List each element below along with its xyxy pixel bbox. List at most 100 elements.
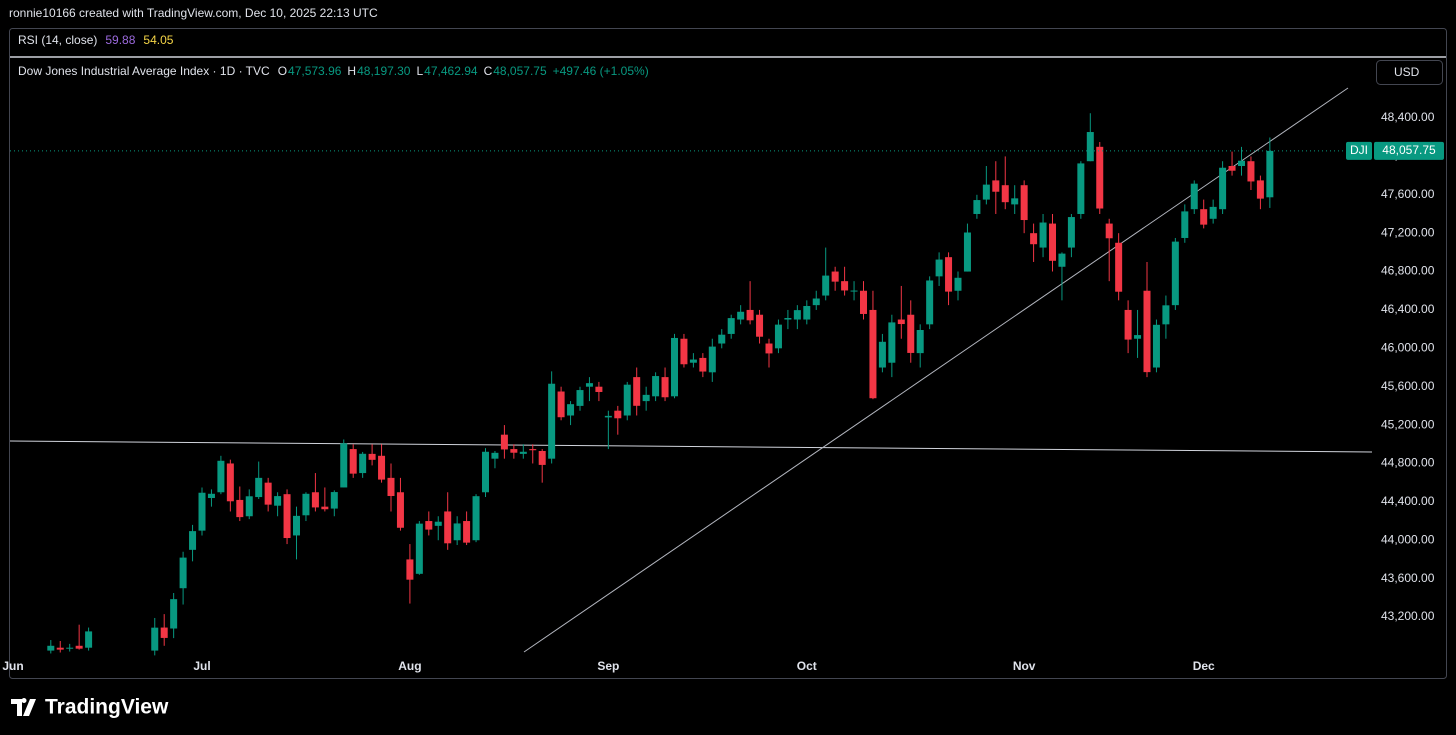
body <box>1096 146 1104 209</box>
legend-value: 47,462.94 <box>424 64 478 78</box>
horizontal-trendline <box>9 440 1373 453</box>
body <box>774 324 782 349</box>
y-tick-label: 45,600.00 <box>1381 379 1435 393</box>
body <box>850 290 858 292</box>
body <box>935 259 943 277</box>
body <box>718 334 726 344</box>
y-tick-label: 44,400.00 <box>1381 494 1435 508</box>
body <box>1181 211 1189 238</box>
x-tick-label: Jul <box>193 659 210 673</box>
body <box>245 496 253 517</box>
y-tick-label: 46,800.00 <box>1381 264 1435 278</box>
body <box>207 493 215 499</box>
body <box>727 318 735 334</box>
body <box>926 280 934 325</box>
body <box>56 647 64 650</box>
body <box>1152 324 1160 368</box>
body <box>822 275 830 296</box>
body <box>765 343 773 354</box>
body <box>1115 242 1123 292</box>
body <box>897 319 905 325</box>
body <box>406 559 414 580</box>
footer-logo: TradingView <box>11 696 169 719</box>
x-tick-label: Sep <box>597 659 619 673</box>
x-tick-label: Aug <box>398 659 421 673</box>
ohlc-legend: Dow Jones Industrial Average Index · 1D … <box>18 64 649 78</box>
candles <box>47 113 1274 656</box>
body <box>652 376 660 397</box>
body <box>916 329 924 354</box>
body <box>557 391 565 418</box>
body <box>444 511 452 544</box>
x-tick-label: Nov <box>1013 659 1036 673</box>
body <box>1171 241 1179 306</box>
body <box>661 377 669 398</box>
body <box>1011 198 1019 205</box>
x-tick-label: Oct <box>797 659 817 673</box>
body <box>321 506 329 510</box>
body <box>623 384 631 416</box>
body <box>368 453 376 460</box>
body <box>463 521 471 543</box>
body <box>803 306 811 320</box>
body <box>671 337 678 397</box>
body <box>491 452 499 459</box>
body <box>274 496 282 506</box>
body <box>311 492 319 508</box>
body <box>217 460 225 493</box>
x-tick-label: Jun <box>2 659 23 673</box>
currency-button[interactable] <box>1376 60 1443 85</box>
body <box>349 449 357 474</box>
body <box>869 309 877 399</box>
legend-value: 48,057.75 <box>493 64 547 78</box>
body <box>378 455 386 480</box>
body <box>595 386 603 392</box>
body <box>812 298 820 306</box>
x-tick-label: Dec <box>1193 659 1215 673</box>
body <box>1049 223 1056 261</box>
body <box>151 627 159 651</box>
body <box>1256 180 1264 199</box>
body <box>689 359 697 363</box>
y-tick-label: 44,000.00 <box>1381 532 1435 546</box>
body <box>841 281 849 291</box>
body <box>226 463 234 502</box>
body <box>330 492 338 509</box>
rsi-value: 54.05 <box>143 33 173 47</box>
y-tick-label: 43,600.00 <box>1381 571 1435 585</box>
y-tick-label: 47,200.00 <box>1381 225 1435 239</box>
body <box>614 410 622 419</box>
body <box>519 451 527 454</box>
body <box>179 557 187 589</box>
body <box>756 314 764 337</box>
currency[interactable]: USD <box>1394 65 1420 79</box>
body <box>708 346 716 373</box>
body <box>47 645 55 651</box>
body <box>66 647 74 649</box>
price-tag <box>1374 141 1444 160</box>
price-tag-label: 48,057.75 <box>1382 143 1436 157</box>
body <box>1086 132 1094 162</box>
legend-value: 48,197.30 <box>357 64 411 78</box>
y-tick-label: 46,000.00 <box>1381 340 1435 354</box>
body <box>1238 160 1245 167</box>
body <box>538 450 546 465</box>
body <box>567 404 575 416</box>
y-tick-label: 43,200.00 <box>1381 609 1435 623</box>
body <box>1143 290 1151 373</box>
body <box>1247 161 1255 182</box>
body <box>434 521 442 526</box>
legend-key: O <box>278 64 287 78</box>
body <box>576 390 584 406</box>
y-tick-label: 44,800.00 <box>1381 456 1435 470</box>
body <box>945 257 953 292</box>
body <box>1001 185 1009 203</box>
body <box>737 311 745 320</box>
rsi-legend: RSI (14, close) 59.88 54.05 <box>18 33 174 47</box>
credit: ronnie10166 created with TradingView.com… <box>9 6 378 20</box>
legend-key: H <box>347 64 356 78</box>
body <box>907 314 915 353</box>
body <box>359 453 367 474</box>
